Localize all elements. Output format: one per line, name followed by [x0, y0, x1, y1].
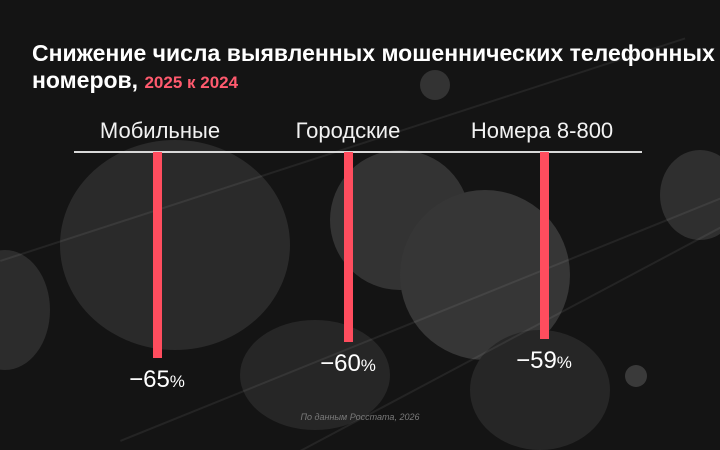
- value-unit: %: [360, 356, 376, 376]
- title-accent: 2025 к 2024: [144, 73, 239, 92]
- baseline: [74, 151, 642, 153]
- bg-blob: [0, 250, 50, 370]
- category-label: Номера 8-800: [470, 118, 614, 143]
- bg-blob: [660, 150, 720, 240]
- category-label: Мобильные: [99, 118, 221, 143]
- value-number: −59: [516, 346, 557, 374]
- bar: [539, 152, 549, 339]
- source-note: По данным Росстата, 2026: [300, 412, 420, 422]
- value-number: −65: [129, 366, 170, 393]
- bg-blob: [60, 140, 290, 350]
- bar: [343, 152, 353, 343]
- value-label: −59%: [516, 347, 572, 375]
- title-main: Снижение числа выявленных мошеннических …: [32, 40, 715, 93]
- bar: [152, 152, 162, 358]
- value-label: −65%: [129, 366, 185, 394]
- chart-title: Снижение числа выявленных мошеннических …: [32, 40, 720, 96]
- value-unit: %: [556, 352, 572, 372]
- bg-blob: [470, 330, 610, 450]
- bg-blob: [240, 320, 390, 430]
- bg-blob: [420, 70, 450, 100]
- bg-blob: [625, 365, 647, 387]
- value-unit: %: [169, 372, 185, 391]
- value-number: −60: [320, 350, 361, 378]
- category-label: Городские: [295, 118, 401, 143]
- value-label: −60%: [320, 350, 376, 378]
